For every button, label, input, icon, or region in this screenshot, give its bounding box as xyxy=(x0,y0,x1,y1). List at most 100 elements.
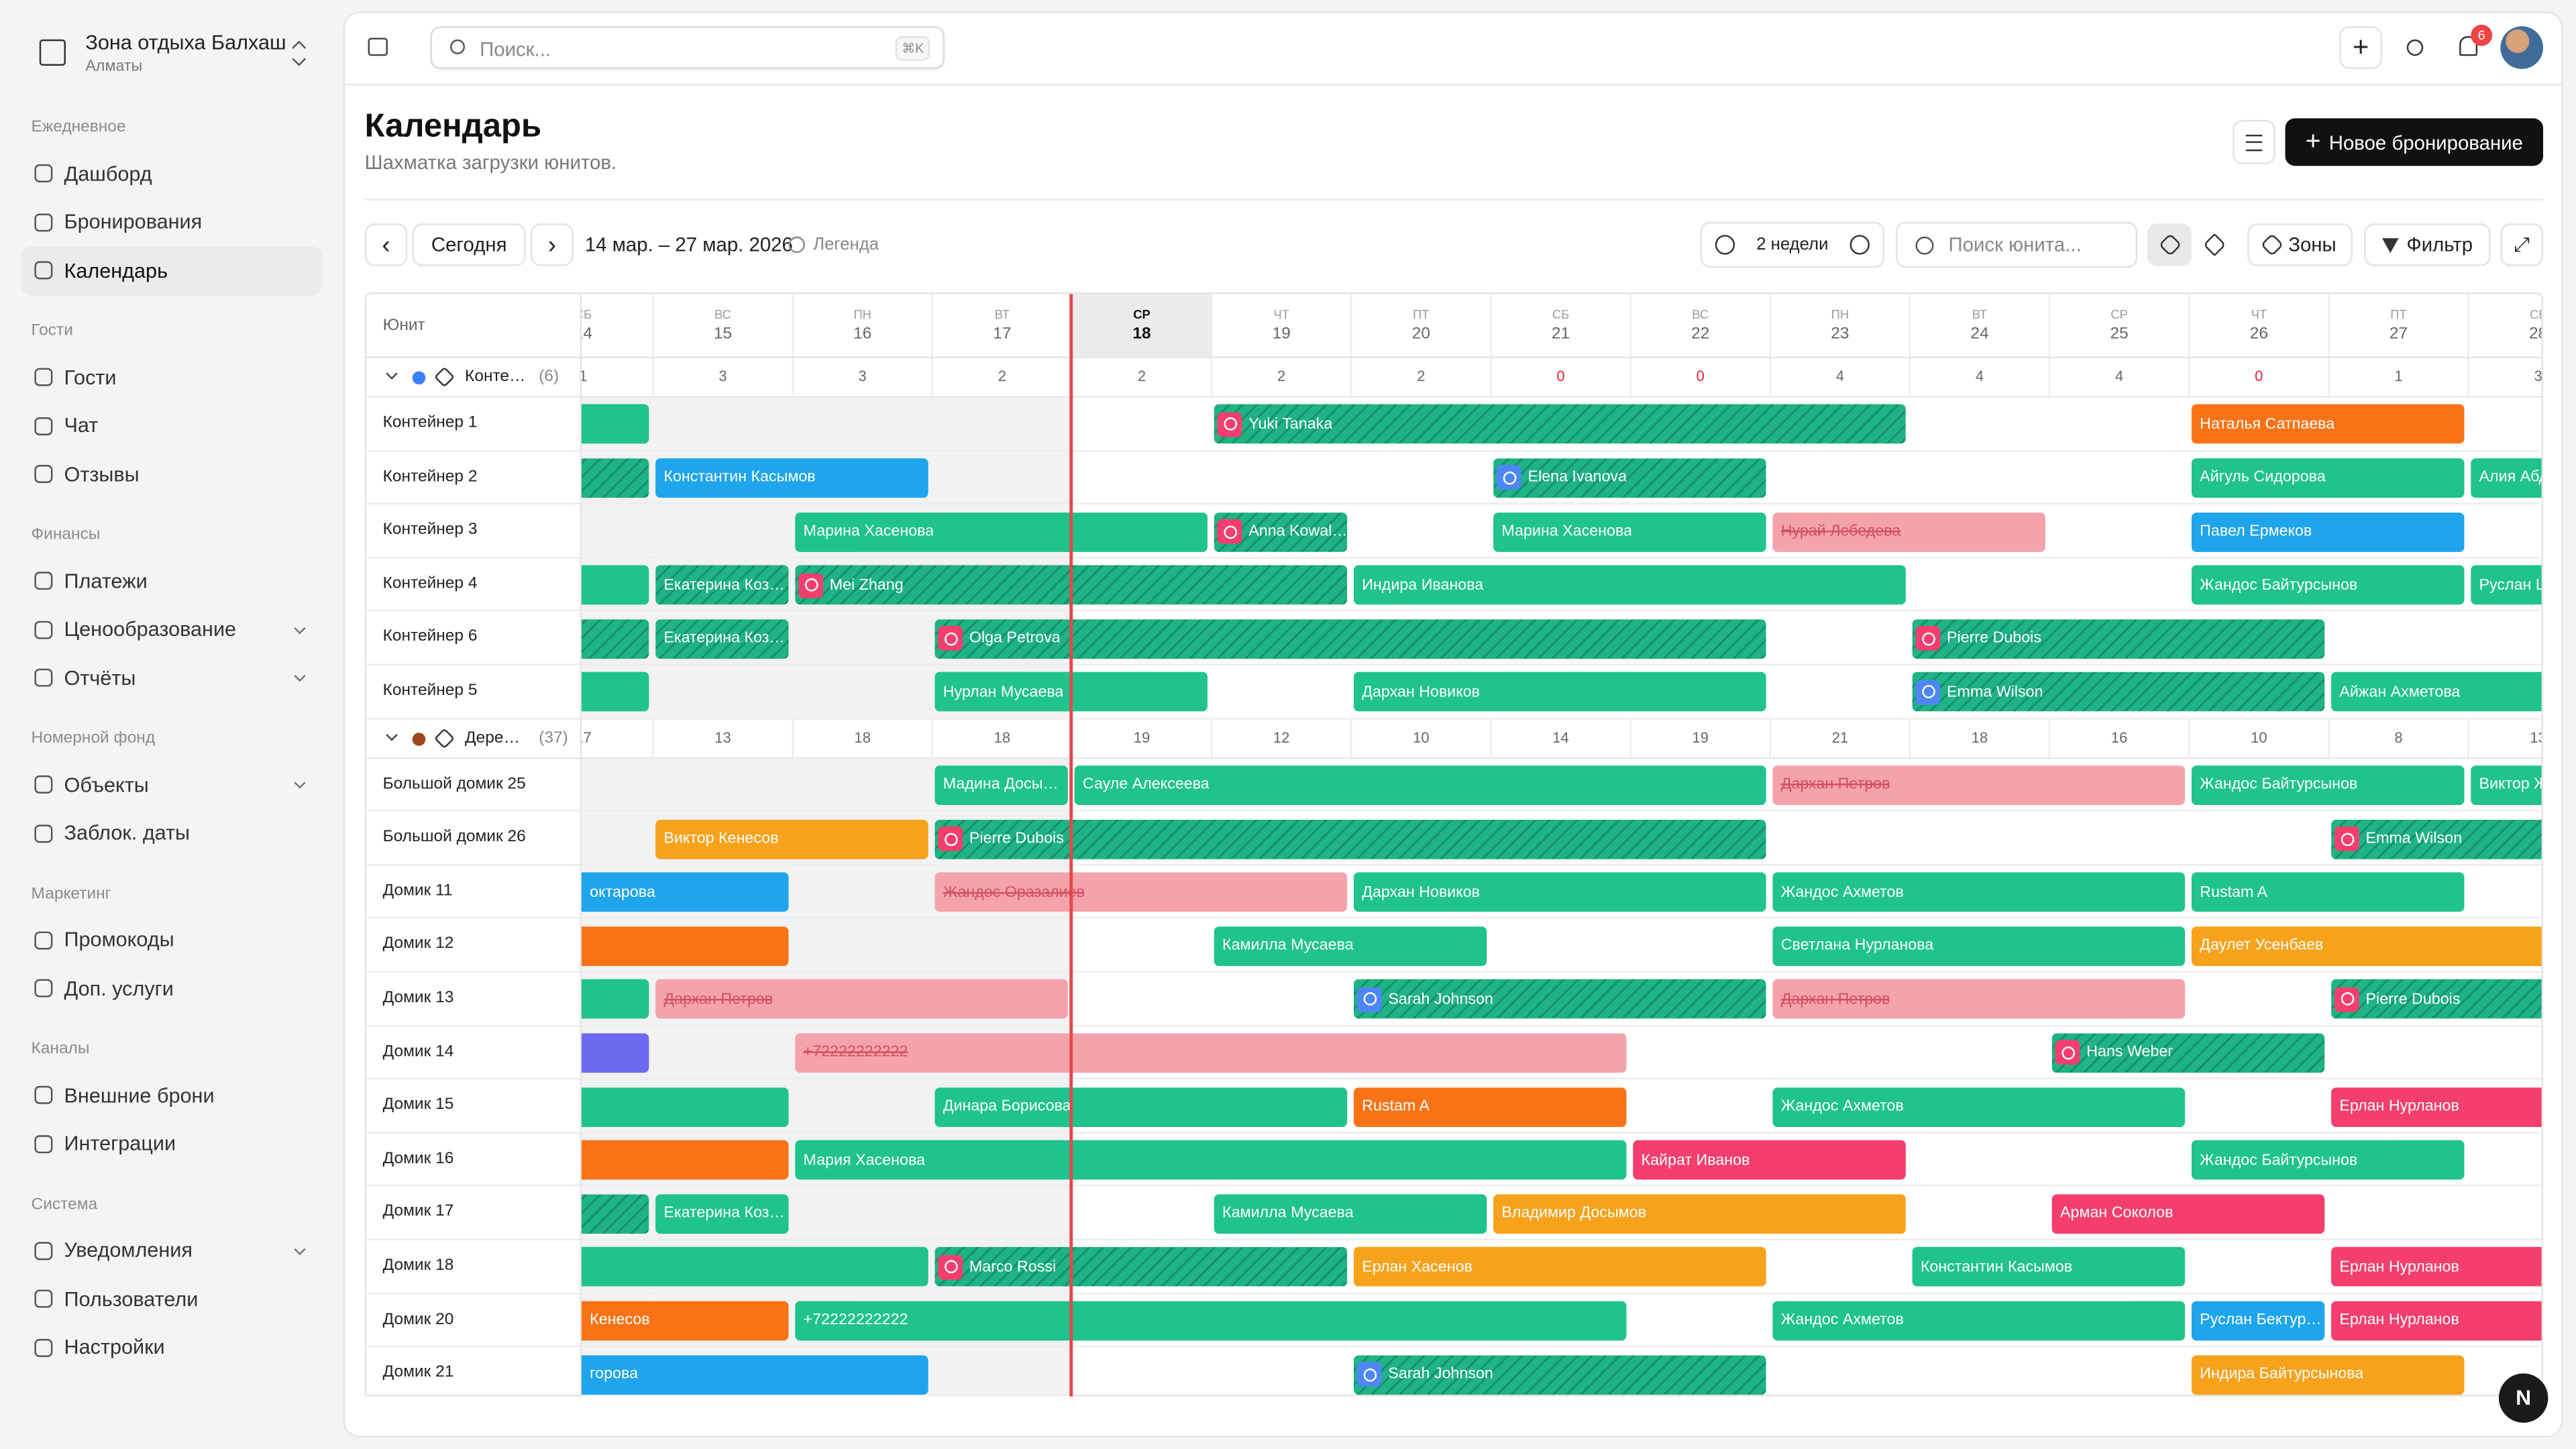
booking-bar[interactable] xyxy=(581,1247,928,1287)
zones-button[interactable]: Зоны xyxy=(2247,223,2353,266)
booking-bar[interactable]: Екатерина Коз… xyxy=(655,619,789,659)
booking-bar[interactable]: Жандос Байтурсынов xyxy=(2191,1140,2465,1180)
booking-bar[interactable]: Камилла Мусаева xyxy=(1214,1193,1487,1234)
booking-bar[interactable] xyxy=(581,619,649,659)
nav-item[interactable]: Внешние брони xyxy=(21,1071,322,1120)
list-view-button[interactable] xyxy=(2233,119,2275,164)
nav-item[interactable]: Отзывы xyxy=(21,450,322,498)
booking-bar[interactable]: Дархан Новиков xyxy=(1353,872,1766,912)
booking-bar[interactable]: Мадина Досы… xyxy=(934,765,1068,805)
nav-item[interactable]: Ценообразование xyxy=(21,605,322,653)
booking-bar[interactable] xyxy=(581,979,649,1020)
booking-bar[interactable]: Жандос Байтурсынов xyxy=(2191,765,2465,805)
booking-bar[interactable]: Константин Касымов xyxy=(1912,1247,2186,1287)
booking-bar[interactable]: Sarah Johnson xyxy=(1353,1354,1766,1394)
booking-bar[interactable]: Ерлан Нурланов xyxy=(2331,1087,2542,1126)
booking-bar[interactable]: Дархан Петров xyxy=(1772,979,2186,1020)
booking-bar[interactable]: Жандос Ахметов xyxy=(1772,1301,2186,1341)
booking-bar[interactable]: Айжан Ахметова xyxy=(2331,672,2542,712)
booking-bar[interactable]: Айгуль Сидорова xyxy=(2191,458,2465,498)
new-booking-button[interactable]: + Новое бронирование xyxy=(2285,118,2544,166)
booking-bar[interactable]: Алия Абд xyxy=(2471,458,2542,498)
booking-bar[interactable]: Марина Хасенова xyxy=(795,511,1208,551)
booking-bar[interactable] xyxy=(581,926,789,966)
booking-bar[interactable]: Марина Хасенова xyxy=(1493,511,1766,551)
booking-bar[interactable]: горова xyxy=(581,1354,928,1394)
fullscreen-button[interactable]: ⤢ xyxy=(2500,223,2544,266)
zoom-in[interactable] xyxy=(1849,235,1870,255)
booking-bar[interactable] xyxy=(581,1140,789,1180)
booking-bar[interactable]: Marco Rossi xyxy=(934,1247,1348,1287)
booking-bar[interactable]: Арман Соколов xyxy=(2051,1193,2325,1234)
booking-bar[interactable]: Мария Хасенова xyxy=(795,1140,1627,1180)
booking-bar[interactable]: Руслан Бектур… xyxy=(2191,1301,2325,1341)
booking-bar[interactable]: Pierre Dubois xyxy=(1912,619,2325,659)
booking-bar[interactable]: Olga Petrova xyxy=(934,619,1766,659)
booking-bar[interactable]: Павел Ермеков xyxy=(2191,511,2465,551)
group-row[interactable]: Дере… (37) xyxy=(366,719,580,759)
help-button[interactable]: N xyxy=(2498,1373,2548,1423)
booking-bar[interactable] xyxy=(581,565,649,605)
booking-bar[interactable]: октарова xyxy=(581,872,789,912)
booking-bar[interactable]: Sarah Johnson xyxy=(1353,979,1766,1020)
booking-bar[interactable] xyxy=(581,672,649,712)
next-button[interactable]: › xyxy=(531,223,574,266)
prev-button[interactable]: ‹ xyxy=(364,223,408,266)
booking-bar[interactable]: Нурай Лебедева xyxy=(1772,511,2045,551)
booking-bar[interactable]: Индира Байтурсынова xyxy=(2191,1354,2465,1394)
booking-bar[interactable] xyxy=(581,1193,649,1234)
avatar[interactable] xyxy=(2500,26,2544,69)
group-toggle[interactable] xyxy=(2147,223,2192,266)
search-box[interactable]: Поиск... ⌘K xyxy=(430,26,945,69)
booking-bar[interactable]: Ерлан Хасенов xyxy=(1353,1247,1766,1287)
nav-item[interactable]: Бронирования xyxy=(21,198,322,246)
booking-bar[interactable]: Индира Иванова xyxy=(1353,565,1906,605)
today-button[interactable]: Сегодня xyxy=(412,223,526,266)
booking-bar[interactable]: Жандос Ахметов xyxy=(1772,872,2186,912)
nav-item[interactable]: Интеграции xyxy=(21,1120,322,1168)
nav-item[interactable]: Настройки xyxy=(21,1324,322,1372)
booking-bar[interactable]: Динара Борисова xyxy=(934,1087,1348,1126)
add-button[interactable]: + xyxy=(2339,26,2383,69)
booking-bar[interactable]: Emma Wilson xyxy=(1912,672,2325,712)
nav-item[interactable]: Заблок. даты xyxy=(21,809,322,857)
booking-bar[interactable]: Сауле Алексеева xyxy=(1074,765,1766,805)
booking-bar[interactable]: Pierre Dubois xyxy=(2331,979,2542,1020)
booking-bar[interactable]: Ерлан Нурланов xyxy=(2331,1247,2542,1287)
nav-item[interactable]: Объекты xyxy=(21,761,322,809)
nav-item[interactable]: Календарь xyxy=(21,246,323,295)
booking-bar[interactable] xyxy=(581,1033,649,1073)
booking-bar[interactable]: Hans Weber xyxy=(2051,1033,2325,1073)
booking-bar[interactable]: Константин Касымов xyxy=(655,458,928,498)
nav-item[interactable]: Уведомления xyxy=(21,1226,322,1275)
booking-bar[interactable]: Камилла Мусаева xyxy=(1214,926,1487,966)
org-switcher[interactable]: Зона отдыха Балхаш Алматы xyxy=(21,23,322,82)
booking-bar[interactable]: Виктор Кенесов xyxy=(655,818,928,859)
zoom-out[interactable] xyxy=(1715,235,1735,255)
booking-bar[interactable]: Ерлан Нурланов xyxy=(2331,1301,2542,1341)
booking-bar[interactable]: Anna Kowal… xyxy=(1214,511,1348,551)
booking-bar[interactable]: Жандос Оразалиев xyxy=(934,872,1348,912)
nav-item[interactable]: Гости xyxy=(21,354,322,402)
booking-bar[interactable]: Владимир Досымов xyxy=(1493,1193,1906,1234)
booking-bar[interactable] xyxy=(581,1087,789,1126)
booking-bar[interactable]: Светлана Нурланова xyxy=(1772,926,2186,966)
booking-bar[interactable]: Emma Wilson xyxy=(2331,818,2542,859)
booking-bar[interactable]: Жандос Ахметов xyxy=(1772,1087,2186,1126)
booking-bar[interactable]: Жандос Байтурсынов xyxy=(2191,565,2465,605)
booking-bar[interactable]: Дархан Петров xyxy=(1772,765,2186,805)
tag-toggle[interactable] xyxy=(2191,223,2237,266)
booking-bar[interactable]: Виктор Ж xyxy=(2471,765,2542,805)
booking-bar[interactable]: Pierre Dubois xyxy=(934,818,1766,859)
theme-toggle[interactable] xyxy=(2406,39,2424,56)
booking-bar[interactable]: Руслан Ш xyxy=(2471,565,2542,605)
nav-item[interactable]: Отчёты xyxy=(21,654,322,702)
booking-bar[interactable]: Даулет Усенбаев xyxy=(2191,926,2542,966)
booking-bar[interactable]: +72222222222 xyxy=(795,1301,1627,1341)
booking-bar[interactable]: Rustam A xyxy=(1353,1087,1627,1126)
nav-item[interactable]: Доп. услуги xyxy=(21,965,322,1013)
booking-bar[interactable]: +72222222222 xyxy=(795,1033,1627,1073)
nav-item[interactable]: Промокоды xyxy=(21,916,322,964)
booking-bar[interactable]: Дархан Петров xyxy=(655,979,1068,1020)
nav-item[interactable]: Чат xyxy=(21,402,322,450)
